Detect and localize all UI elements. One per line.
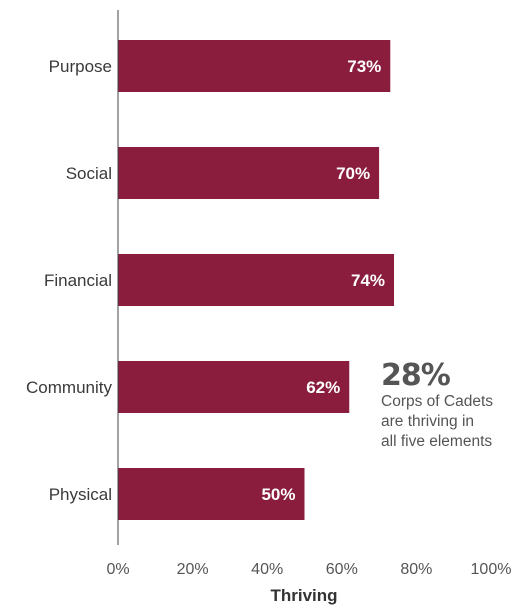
bar-community xyxy=(118,361,350,413)
callout-line-2: are thriving in xyxy=(381,413,475,430)
category-label-social: Social xyxy=(66,164,112,183)
callout-percentage: 28% xyxy=(381,358,451,393)
category-label-purpose: Purpose xyxy=(49,57,112,76)
x-tick-label: 20% xyxy=(177,561,209,578)
category-label-physical: Physical xyxy=(49,485,112,504)
bars-group xyxy=(118,40,395,520)
category-label-financial: Financial xyxy=(44,271,112,290)
x-tick-label: 80% xyxy=(400,561,432,578)
x-tick-label: 40% xyxy=(251,561,283,578)
value-label-financial: 74% xyxy=(351,271,385,290)
value-label-physical: 50% xyxy=(261,485,295,504)
value-label-community: 62% xyxy=(306,378,340,397)
callout-line-1: Corps of Cadets xyxy=(381,393,493,410)
x-tick-label: 100% xyxy=(471,561,512,578)
category-labels-group: Purpose Social Financial Community Physical xyxy=(26,57,112,504)
value-label-purpose: 73% xyxy=(347,57,381,76)
value-label-social: 70% xyxy=(336,164,370,183)
x-axis-label: Thriving xyxy=(270,586,337,605)
bar-physical xyxy=(118,468,305,520)
category-label-community: Community xyxy=(26,378,112,397)
thriving-callout: 28% Corps of Cadets are thriving in all … xyxy=(381,360,516,452)
bar-purpose xyxy=(118,40,391,92)
callout-line-3: all five elements xyxy=(381,433,493,450)
value-labels-group: 73% 70% 74% 62% 50% xyxy=(261,57,385,504)
x-tick-label: 60% xyxy=(326,561,358,578)
x-tick-label: 0% xyxy=(106,561,129,578)
bar-financial xyxy=(118,254,395,306)
bar-social xyxy=(118,147,380,199)
x-tick-labels-group: 0% 20% 40% 60% 80% 100% xyxy=(106,561,511,578)
